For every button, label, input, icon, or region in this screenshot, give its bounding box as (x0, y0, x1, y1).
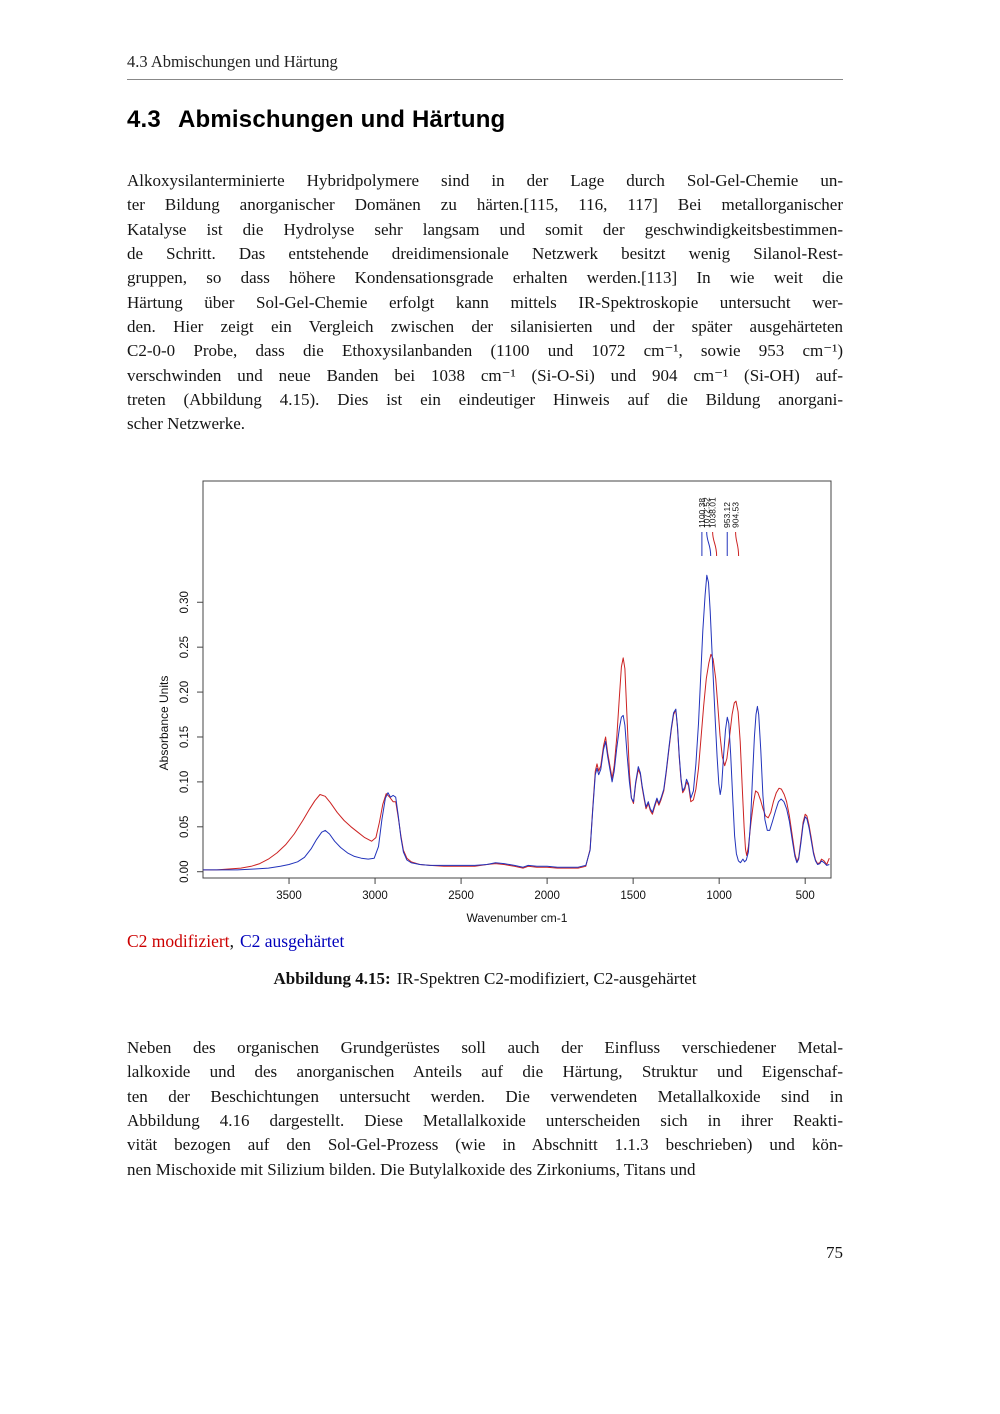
x-tick-label: 1000 (706, 890, 732, 902)
y-tick-label: 0.05 (179, 816, 191, 838)
section-heading: 4.3 Abmischungen und Härtung (127, 106, 843, 134)
header-rule (127, 79, 843, 80)
y-tick-label: 0.15 (179, 726, 191, 748)
peak-marker-line (735, 531, 740, 557)
x-tick-label: 2500 (448, 890, 474, 902)
x-tick-label: 2000 (534, 890, 560, 902)
y-tick-label: 0.30 (179, 591, 191, 613)
text-line: Alkoxysilanterminierte Hybridpolymere si… (127, 171, 843, 190)
text-line: Neben des organischen Grundgerüstes soll… (127, 1038, 843, 1057)
x-tick-label: 500 (796, 890, 815, 902)
x-axis-title: Wavenumber cm-1 (467, 911, 568, 925)
section-title: Abmischungen und Härtung (177, 106, 506, 133)
peak-label: 1100.38 (697, 498, 707, 528)
text-line: den. Hier zeigt ein Vergleich zwischen d… (127, 317, 843, 337)
text-line: ten der Beschichtungen untersucht werden… (127, 1086, 843, 1106)
y-tick-label: 0.25 (179, 636, 191, 658)
y-axis-title: Absorbance Units (157, 676, 171, 771)
peak-marker-line (706, 531, 712, 557)
figure-legend: C2 modifiziert, C2 ausgehärtet (127, 931, 344, 952)
x-tick-label: 1500 (620, 890, 646, 902)
caption-label: Abbildung 4.15: (273, 969, 391, 988)
legend-series-modifiziert: C2 modifiziert (127, 931, 230, 951)
section-number: 4.3 (127, 106, 161, 133)
legend-series-ausgehaertet: C2 ausgehärtet (239, 931, 345, 951)
y-tick-label: 0.10 (179, 771, 191, 793)
text-line: verschwinden und neue Banden bei 1038 cm… (127, 365, 843, 385)
spectrum-c2-ausgehaertet (203, 574, 830, 871)
text-line: C2-0-0 Probe, dass die Ethoxysilanbanden… (127, 341, 843, 361)
text-line: vität bezogen auf den Sol-Gel-Prozess (w… (127, 1135, 843, 1155)
running-head: 4.3 Abmischungen und Härtung (127, 52, 338, 71)
y-tick-label: 0.20 (179, 681, 191, 703)
text-line: Härtung über Sol-Gel-Chemie erfolgt kann… (127, 292, 843, 312)
paragraph-intro: Alkoxysilanterminierte Hybridpolymere si… (127, 169, 843, 437)
text-line: gruppen, so dass höhere Kondensationsgra… (127, 268, 843, 288)
text-line: treten (Abbildung 4.15). Dies ist ein ei… (127, 390, 843, 410)
spectrum-svg: 3500 3000 2500 2000 1500 1000 500 0.00 0.05 0.10 0… (157, 480, 832, 925)
peak-label: 904.53 (731, 502, 741, 528)
legend-separator: , (229, 931, 234, 951)
caption-text: IR-Spektren C2-modifiziert, C2-ausgehärt… (396, 969, 697, 988)
figure-caption: Abbildung 4.15: IR-Spektren C2-modifizier… (127, 969, 843, 989)
x-tick-label: 3500 (276, 890, 302, 902)
peak-marker-line (712, 531, 718, 557)
y-tick-label: 0.00 (179, 861, 191, 883)
peak-label: 1038.01 (708, 497, 718, 528)
paragraph-metal-alkoxides: Neben des organischen Grundgerüstes soll… (127, 1036, 843, 1182)
peak-label: 1072.52 (702, 497, 712, 528)
peak-label: 953.12 (722, 502, 732, 528)
x-tick-label: 3000 (362, 890, 388, 902)
spectrum-c2-modifiziert (203, 653, 830, 871)
text-line: de Schritt. Das entstehende dreidimensio… (127, 244, 843, 264)
text-line: Abbildung 4.16 dargestellt. Diese Metall… (127, 1111, 843, 1131)
text-line: lalkoxide und des anorganischen Anteils … (127, 1062, 843, 1082)
plot-frame (202, 480, 832, 879)
text-line: ter Bildung anorganischer Domänen zu här… (127, 195, 843, 215)
ir-spectrum-chart: 3500 3000 2500 2000 1500 1000 500 0.00 0.05 0.10 0… (155, 470, 845, 935)
text-line: scher Netzwerke. (127, 414, 245, 434)
page-number: 75 (826, 1243, 843, 1262)
text-line: Katalyse ist die Hydrolyse sehr langsam … (127, 219, 843, 239)
text-line: nen Mischoxide mit Silizium bilden. Die … (127, 1159, 696, 1179)
